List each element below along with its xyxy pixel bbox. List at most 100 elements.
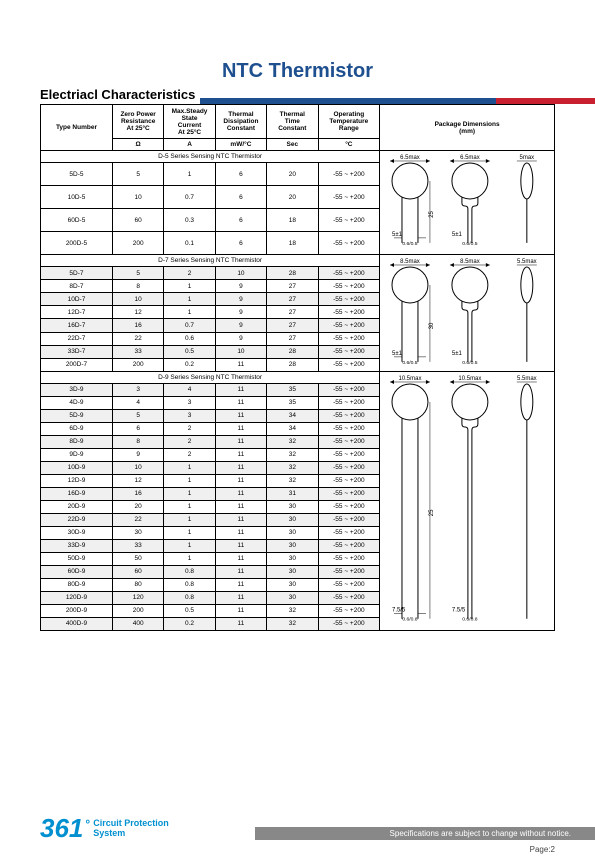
svg-text:5.5max: 5.5max	[517, 259, 537, 265]
cell-ot: -55 ~ +200	[318, 435, 380, 448]
cell-tt: 28	[267, 358, 318, 371]
cell-tt: 30	[267, 513, 318, 526]
cell-tt: 28	[267, 345, 318, 358]
cell-type: 200D-7	[41, 358, 113, 371]
cell-type: 3D-9	[41, 383, 113, 396]
cell-type: 4D-9	[41, 396, 113, 409]
svg-text:8.5max: 8.5max	[400, 259, 420, 265]
cell-tt: 35	[267, 383, 318, 396]
svg-text:0.6/0.5: 0.6/0.5	[462, 360, 477, 366]
cell-td: 11	[215, 448, 266, 461]
col-current: Max.Steady State Current At 25°C	[164, 105, 215, 139]
cell-r: 50	[112, 552, 163, 565]
svg-text:5±1: 5±1	[452, 351, 463, 357]
cell-r: 8	[112, 435, 163, 448]
cell-r: 6	[112, 422, 163, 435]
cell-ot: -55 ~ +200	[318, 604, 380, 617]
cell-ot: -55 ~ +200	[318, 513, 380, 526]
cell-type: 30D-9	[41, 526, 113, 539]
svg-text:0.6/0.5: 0.6/0.5	[403, 241, 418, 247]
cell-type: 120D-9	[41, 591, 113, 604]
cell-tt: 32	[267, 474, 318, 487]
cell-tt: 20	[267, 163, 318, 186]
cell-i: 2	[164, 435, 215, 448]
cell-td: 11	[215, 500, 266, 513]
cell-td: 6	[215, 232, 266, 255]
cell-type: 12D-9	[41, 474, 113, 487]
unit-ohm: Ω	[112, 139, 163, 151]
cell-ot: -55 ~ +200	[318, 209, 380, 232]
cell-td: 11	[215, 409, 266, 422]
cell-type: 400D-9	[41, 617, 113, 630]
cell-ot: -55 ~ +200	[318, 422, 380, 435]
cell-i: 0.8	[164, 578, 215, 591]
top-bar-red	[496, 98, 595, 104]
package-cell-d9: 10.5max 7.5/5 0.6/0.8 25 10.5max 7.5/5 0…	[380, 371, 555, 630]
cell-tt: 27	[267, 293, 318, 306]
cell-type: 5D-7	[41, 267, 113, 280]
cell-tt: 30	[267, 526, 318, 539]
cell-type: 6D-9	[41, 422, 113, 435]
svg-text:5max: 5max	[520, 155, 535, 161]
cell-ot: -55 ~ +200	[318, 461, 380, 474]
package-diagram: 10.5max 7.5/5 0.6/0.8 25 10.5max 7.5/5 0…	[382, 374, 552, 624]
cell-i: 0.5	[164, 604, 215, 617]
cell-type: 12D-7	[41, 306, 113, 319]
cell-r: 10	[112, 461, 163, 474]
cell-td: 9	[215, 332, 266, 345]
brand-logo: 361 ° Circuit Protection System	[40, 813, 169, 844]
cell-ot: -55 ~ +200	[318, 578, 380, 591]
cell-tt: 28	[267, 267, 318, 280]
cell-i: 0.2	[164, 617, 215, 630]
cell-td: 11	[215, 513, 266, 526]
svg-text:6.5max: 6.5max	[400, 155, 420, 161]
cell-tt: 30	[267, 578, 318, 591]
svg-text:5±1: 5±1	[452, 232, 463, 238]
cell-tt: 32	[267, 617, 318, 630]
cell-ot: -55 ~ +200	[318, 565, 380, 578]
cell-type: 22D-9	[41, 513, 113, 526]
cell-type: 16D-9	[41, 487, 113, 500]
cell-r: 22	[112, 332, 163, 345]
cell-type: 80D-9	[41, 578, 113, 591]
cell-r: 12	[112, 474, 163, 487]
brand-number: 361	[40, 813, 83, 844]
cell-td: 11	[215, 552, 266, 565]
cell-r: 200	[112, 604, 163, 617]
cell-i: 1	[164, 539, 215, 552]
package-cell-d5: 6.5max 5±1 0.6/0.5 25 6.5max 5±1 0.6/0.5	[380, 151, 555, 255]
cell-i: 0.1	[164, 232, 215, 255]
cell-i: 2	[164, 267, 215, 280]
cell-ot: -55 ~ +200	[318, 345, 380, 358]
package-cell-d7: 8.5max 5±1 0.6/0.5 30 8.5max 5±1 0.6/0.5	[380, 255, 555, 372]
cell-ot: -55 ~ +200	[318, 448, 380, 461]
cell-r: 12	[112, 306, 163, 319]
cell-type: 200D-5	[41, 232, 113, 255]
cell-type: 8D-9	[41, 435, 113, 448]
cell-type: 10D-7	[41, 293, 113, 306]
unit-amp: A	[164, 139, 215, 151]
cell-td: 11	[215, 565, 266, 578]
cell-i: 0.8	[164, 591, 215, 604]
cell-tt: 30	[267, 565, 318, 578]
top-bar-blue	[200, 98, 496, 104]
svg-text:8.5max: 8.5max	[460, 259, 480, 265]
cell-td: 11	[215, 617, 266, 630]
cell-ot: -55 ~ +200	[318, 306, 380, 319]
series-header-d9: D-9 Series Sensing NTC Thermistor 10.5ma…	[41, 371, 555, 383]
cell-r: 10	[112, 186, 163, 209]
cell-tt: 27	[267, 319, 318, 332]
cell-type: 200D-9	[41, 604, 113, 617]
cell-tt: 32	[267, 461, 318, 474]
cell-ot: -55 ~ +200	[318, 591, 380, 604]
col-package: Package Dimensions (mm)	[380, 105, 555, 151]
cell-td: 9	[215, 280, 266, 293]
cell-ot: -55 ~ +200	[318, 163, 380, 186]
cell-i: 4	[164, 383, 215, 396]
svg-text:0.6/0.8: 0.6/0.8	[462, 617, 477, 623]
cell-tt: 27	[267, 332, 318, 345]
cell-tt: 27	[267, 306, 318, 319]
svg-text:5.5max: 5.5max	[517, 376, 537, 382]
cell-type: 5D-5	[41, 163, 113, 186]
cell-i: 3	[164, 409, 215, 422]
